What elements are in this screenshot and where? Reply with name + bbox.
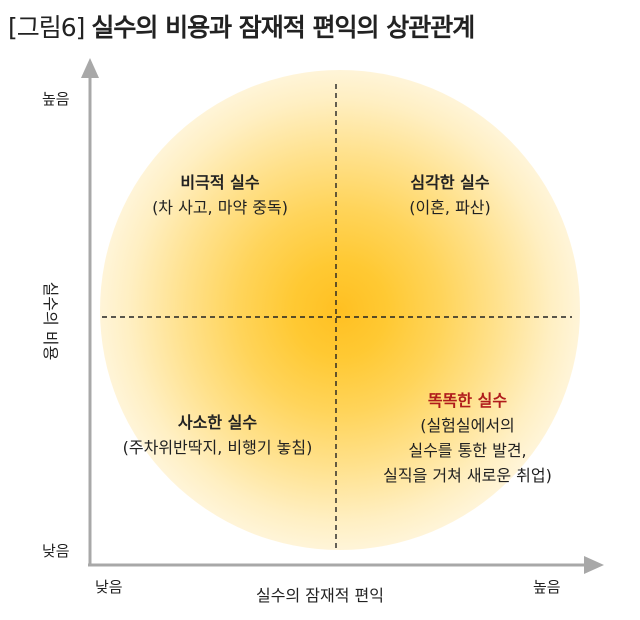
center-glow: [100, 70, 580, 550]
x-axis-arrow: [584, 556, 604, 574]
quadrant-top-right: 심각한 실수 (이혼, 파산): [345, 170, 555, 220]
quadrant-example: (차 사고, 마약 중독): [152, 198, 288, 217]
figure-number: [그림6]: [8, 13, 85, 42]
quadrant-heading: 심각한 실수: [410, 173, 490, 192]
quadrant-bottom-right: 똑똑한 실수 (실험실에서의 실수를 통한 발견, 실직을 거쳐 새로운 취업): [345, 388, 590, 488]
quadrant-top-left: 비극적 실수 (차 사고, 마약 중독): [110, 170, 330, 220]
figure-title-text: 실수의 비용과 잠재적 편익의 상관관계: [91, 13, 475, 42]
quadrant-heading: 비극적 실수: [180, 173, 260, 192]
quadrant-example: (이혼, 파산): [409, 198, 491, 217]
quadrant-heading-highlight: 똑똑한 실수: [427, 391, 508, 410]
quadrant-bottom-left: 사소한 실수 (주차위반딱지, 비행기 놓침): [90, 410, 345, 460]
y-axis-title: 실수의 비용: [41, 281, 60, 361]
y-axis-low-label: 낮음: [42, 542, 70, 560]
quadrant-heading: 사소한 실수: [177, 413, 258, 432]
y-axis-high-label: 높음: [42, 90, 70, 108]
y-axis-arrow: [81, 58, 99, 78]
x-axis-title: 실수의 잠재적 편익: [256, 586, 384, 605]
quadrant-example: (주차위반딱지, 비행기 놓침): [122, 438, 313, 457]
x-axis-high-label: 높음: [533, 578, 561, 596]
quadrant-example-line: 실수를 통한 발견,: [408, 441, 527, 460]
quadrant-example-line: 실직을 거쳐 새로운 취업): [383, 466, 552, 485]
quadrant-example-line: (실험실에서의: [420, 416, 515, 435]
figure-title: [그림6] 실수의 비용과 잠재적 편익의 상관관계: [8, 8, 475, 44]
x-axis-low-label: 낮음: [95, 578, 123, 596]
